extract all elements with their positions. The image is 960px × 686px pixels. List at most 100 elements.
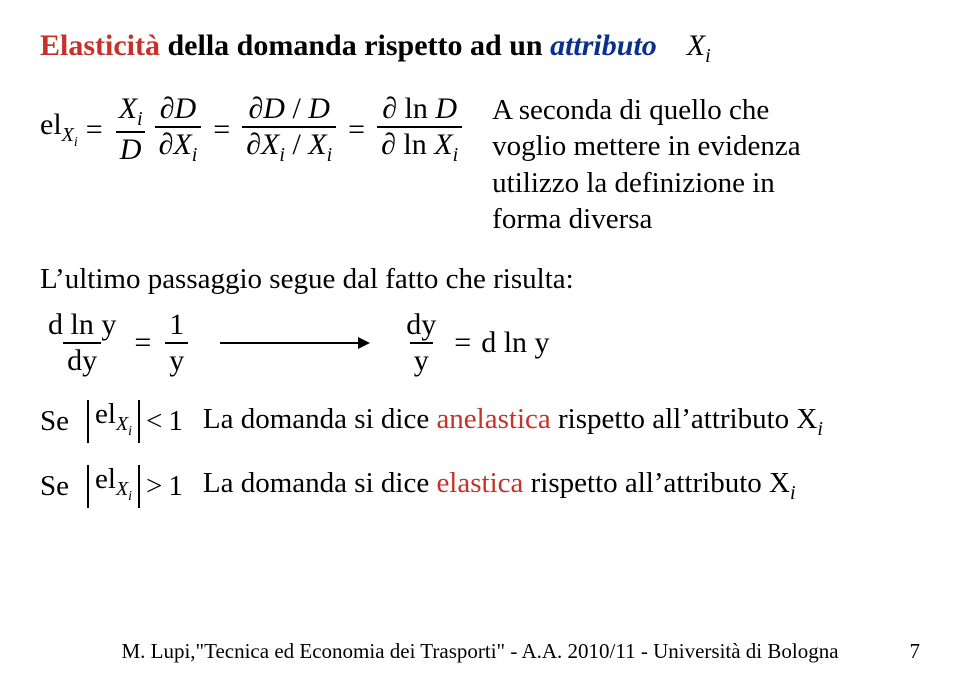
e2-y3: y (169, 344, 184, 377)
e2-y4: y (421, 308, 436, 341)
op-eq2: = (213, 113, 230, 147)
passaggio-text: L’ultimo passaggio segue dal fatto che r… (40, 263, 920, 296)
frac-ln: ∂ ln D ∂ ln Xi (377, 92, 462, 167)
formula-eq: elXi = Xi D ∂D ∂Xi = ∂D / D ∂Xi / Xi = (40, 92, 466, 167)
c2-post: rispetto all’attributo (523, 467, 769, 499)
title-X: X (687, 29, 705, 62)
c1-si: i (817, 417, 823, 439)
r-D1: D (263, 92, 285, 125)
c1-sX: X (796, 403, 817, 435)
frac-XiD: Xi D (115, 92, 147, 167)
d-D: D (120, 133, 142, 166)
e2-eq2: = (454, 326, 471, 360)
c1-X: X (116, 413, 128, 435)
r-sl2: / (292, 128, 300, 161)
c2-text: La domanda si dice elastica rispetto all… (203, 467, 796, 505)
c2-sub: Xi (116, 478, 132, 500)
frac-1y: 1 y (165, 308, 188, 378)
exp-l4: forma diversa (492, 201, 800, 237)
r-pd1: ∂ (248, 92, 263, 125)
pd1: ∂ (160, 92, 175, 125)
exp-l2: voglio mettere in evidenza (492, 128, 800, 164)
title-mid: della domanda rispetto ad un (160, 29, 550, 62)
op-eq1: = (86, 113, 103, 147)
page-title: Elasticità della domanda rispetto ad un … (40, 28, 920, 68)
c2-abs: elXi (87, 465, 140, 508)
e2-ln: ln (71, 308, 94, 341)
derivation-row: d ln y dy = 1 y dy y = d ln y (40, 308, 920, 378)
lhs-sub-i: i (74, 135, 78, 150)
elasticity-formula: elXi = Xi D ∂D ∂Xi = ∂D / D ∂Xi / Xi = (40, 92, 466, 167)
c2-i: i (128, 489, 132, 504)
r-sl1: / (292, 92, 300, 125)
e2-d3: d (406, 308, 421, 341)
pd2X: X (173, 128, 191, 161)
c1-se: Se (40, 405, 69, 438)
ln-pd1: ∂ (382, 92, 397, 125)
c1-pre: La domanda si dice (203, 403, 437, 435)
condition-elastic: Se elXi > 1 La domanda si dice elastica … (40, 465, 920, 508)
lhs-sub-X: X (62, 124, 74, 146)
title-elasticita: Elasticità (40, 29, 160, 62)
c2-se: Se (40, 470, 69, 503)
e2-d4: d (481, 326, 496, 359)
c2-el: el (95, 463, 116, 495)
c1-anel: anelastica (436, 403, 550, 435)
footer-text: M. Lupi,"Tecnica ed Economia dei Traspor… (121, 639, 838, 664)
frac-dyy: dy y (402, 308, 440, 378)
c2-math: elXi > 1 (87, 465, 183, 508)
c1-lt: < (146, 405, 162, 438)
c2-elast: elastica (436, 467, 523, 499)
e2-rhs: d ln y (481, 326, 549, 360)
title-attributo: attributo (550, 29, 657, 62)
r-X2: X (308, 128, 326, 161)
explanation-text: A seconda di quello che voglio mettere i… (492, 92, 800, 237)
exp-l1: A seconda di quello che (492, 92, 800, 128)
c1-text: La domanda si dice anelastica rispetto a… (203, 403, 823, 441)
c1-i: i (128, 424, 132, 439)
c2-X: X (116, 478, 128, 500)
ln-ln1: ln (405, 92, 428, 125)
e2-1: 1 (165, 308, 188, 342)
exp-l3: utilizzo la definizione in (492, 165, 800, 201)
c2-gt: > (146, 470, 162, 503)
frac-dlny-dy: d ln y dy (44, 308, 120, 378)
e2-d1: d (48, 308, 63, 341)
frac-rel: ∂D / D ∂Xi / Xi (242, 92, 336, 167)
ln-X: X (434, 128, 452, 161)
r-i2: i (327, 144, 333, 166)
lhs: elXi (40, 108, 78, 151)
lhs-el: el (40, 108, 62, 141)
c1-el: el (95, 398, 116, 430)
arrow-icon (220, 334, 370, 352)
op-eq3: = (348, 113, 365, 147)
c2-pre: La domanda si dice (203, 467, 437, 499)
e2-y: y (101, 308, 116, 341)
condition-anelastic: Se elXi < 1 La domanda si dice anelastic… (40, 400, 920, 443)
c1-sub: Xi (116, 413, 132, 435)
c1-abs: elXi (87, 400, 140, 443)
title-space (664, 29, 679, 62)
c2-si: i (790, 482, 796, 504)
e2-y5: y (414, 344, 429, 377)
lhs-sub: Xi (62, 124, 78, 146)
c1-one: 1 (168, 405, 183, 438)
ln-ln2: ln (403, 128, 426, 161)
ln-D: D (435, 92, 457, 125)
r-i1: i (279, 144, 285, 166)
ln-pd2: ∂ (381, 128, 396, 161)
e2-d2: d (67, 344, 82, 377)
frac-dD-dXi: ∂D ∂Xi (155, 92, 202, 167)
e2-ln2: ln (504, 326, 527, 359)
formula-and-text-row: elXi = Xi D ∂D ∂Xi = ∂D / D ∂Xi / Xi = (40, 92, 920, 237)
r-X1: X (261, 128, 279, 161)
n-X: X (119, 92, 137, 125)
pd2i: i (192, 144, 198, 166)
e2-y6: y (535, 326, 550, 359)
title-Xi: Xi (687, 29, 711, 62)
c2-one: 1 (168, 470, 183, 503)
e2-y2: y (82, 344, 97, 377)
c1-math: elXi < 1 (87, 400, 183, 443)
pd1D: D (175, 92, 197, 125)
page-footer: M. Lupi,"Tecnica ed Economia dei Traspor… (0, 639, 960, 664)
